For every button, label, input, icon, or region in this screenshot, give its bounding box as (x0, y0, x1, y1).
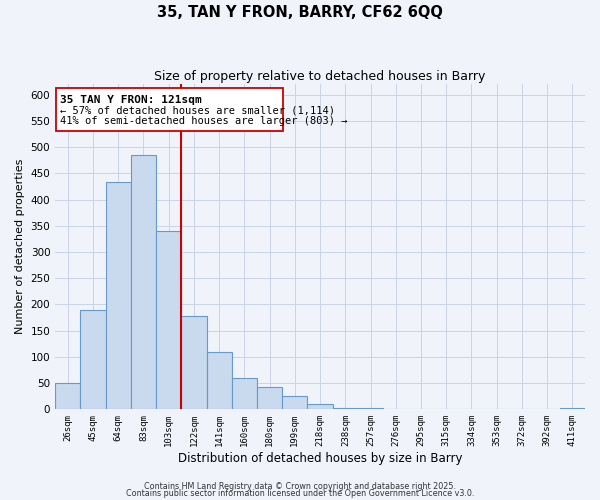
Bar (409, 409, 434, 410)
Text: 35, TAN Y FRON, BARRY, CF62 6QQ: 35, TAN Y FRON, BARRY, CF62 6QQ (157, 5, 443, 20)
Bar (332, 408, 358, 410)
Bar (257, 387, 282, 409)
Y-axis label: Number of detached properties: Number of detached properties (15, 159, 25, 334)
Bar (282, 396, 307, 409)
Bar (307, 404, 332, 409)
Bar (55, 383, 80, 409)
Bar (56, 88, 283, 132)
Bar (383, 409, 409, 410)
Text: Contains public sector information licensed under the Open Government Licence v3: Contains public sector information licen… (126, 490, 474, 498)
Text: Contains HM Land Registry data © Crown copyright and database right 2025.: Contains HM Land Registry data © Crown c… (144, 482, 456, 491)
Text: ← 57% of detached houses are smaller (1,114): ← 57% of detached houses are smaller (1,… (60, 105, 335, 115)
Bar (80, 310, 106, 410)
Bar (358, 408, 383, 410)
Text: 35 TAN Y FRON: 121sqm: 35 TAN Y FRON: 121sqm (60, 94, 202, 104)
Bar (106, 182, 131, 410)
Bar (560, 408, 585, 410)
X-axis label: Distribution of detached houses by size in Barry: Distribution of detached houses by size … (178, 452, 463, 465)
Title: Size of property relative to detached houses in Barry: Size of property relative to detached ho… (154, 70, 486, 83)
Bar (181, 316, 206, 410)
Bar (434, 409, 459, 410)
Bar (131, 156, 156, 410)
Text: 41% of semi-detached houses are larger (803) →: 41% of semi-detached houses are larger (… (60, 116, 348, 126)
Bar (156, 231, 181, 410)
Bar (206, 352, 232, 410)
Bar (232, 378, 257, 410)
